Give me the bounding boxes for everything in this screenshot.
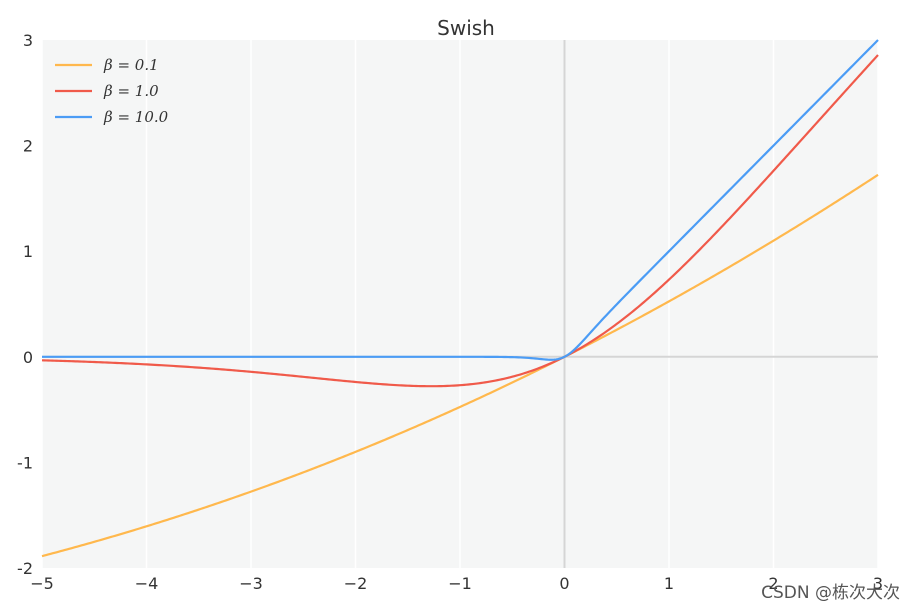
x-tick-label: 0: [559, 574, 569, 593]
y-axis-ticks: -2 -1 0 1 2 3: [17, 31, 33, 578]
y-tick-label: 2: [23, 137, 33, 156]
y-tick-label: 3: [23, 31, 33, 50]
x-tick-label: −1: [448, 574, 472, 593]
legend-label-0: β = 0.1: [103, 56, 159, 74]
y-tick-label: 0: [23, 348, 33, 367]
series-line-0: [41, 173, 879, 558]
legend-label-1: β = 1.0: [103, 82, 159, 100]
x-axis-ticks: −5 −4 −3 −2 −1 0 1 2 3: [30, 574, 883, 593]
x-tick-label: 2: [768, 574, 778, 593]
x-tick-label: 1: [664, 574, 674, 593]
x-tick-label: −4: [135, 574, 159, 593]
x-tick-label: 3: [873, 574, 883, 593]
series-line-1: [41, 54, 879, 388]
grid-lines: [41, 40, 879, 568]
y-tick-label: 1: [23, 242, 33, 261]
watermark: CSDN @栋次大次: [761, 583, 900, 603]
y-tick-label: -1: [17, 453, 33, 472]
legend: β = 0.1 β = 1.0 β = 10.0: [55, 56, 169, 126]
series-group: [41, 39, 879, 558]
chart-title: Swish: [437, 16, 495, 40]
x-tick-label: −2: [344, 574, 368, 593]
legend-label-2: β = 10.0: [103, 108, 169, 126]
x-tick-label: −5: [30, 574, 54, 593]
x-tick-label: −3: [239, 574, 263, 593]
series-line-2: [42, 39, 879, 361]
y-tick-label: -2: [17, 559, 33, 578]
